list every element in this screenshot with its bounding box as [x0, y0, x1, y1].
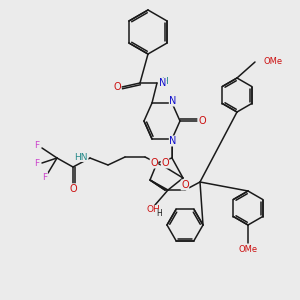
Text: N: N [159, 78, 166, 88]
Text: OH: OH [146, 206, 160, 214]
Text: O: O [181, 180, 189, 190]
Text: O: O [113, 82, 121, 92]
Text: N: N [169, 96, 177, 106]
Text: N: N [169, 136, 177, 146]
Text: O: O [69, 184, 77, 194]
Text: H: H [156, 209, 162, 218]
Text: H: H [162, 77, 168, 86]
Text: OMe: OMe [263, 58, 282, 67]
Text: O: O [198, 116, 206, 126]
Text: F: F [34, 158, 40, 167]
Text: HN: HN [74, 152, 88, 161]
Text: OMe: OMe [238, 244, 258, 253]
Text: F: F [42, 172, 48, 182]
Text: O: O [161, 158, 169, 168]
Text: O: O [150, 158, 158, 168]
Text: F: F [34, 142, 40, 151]
